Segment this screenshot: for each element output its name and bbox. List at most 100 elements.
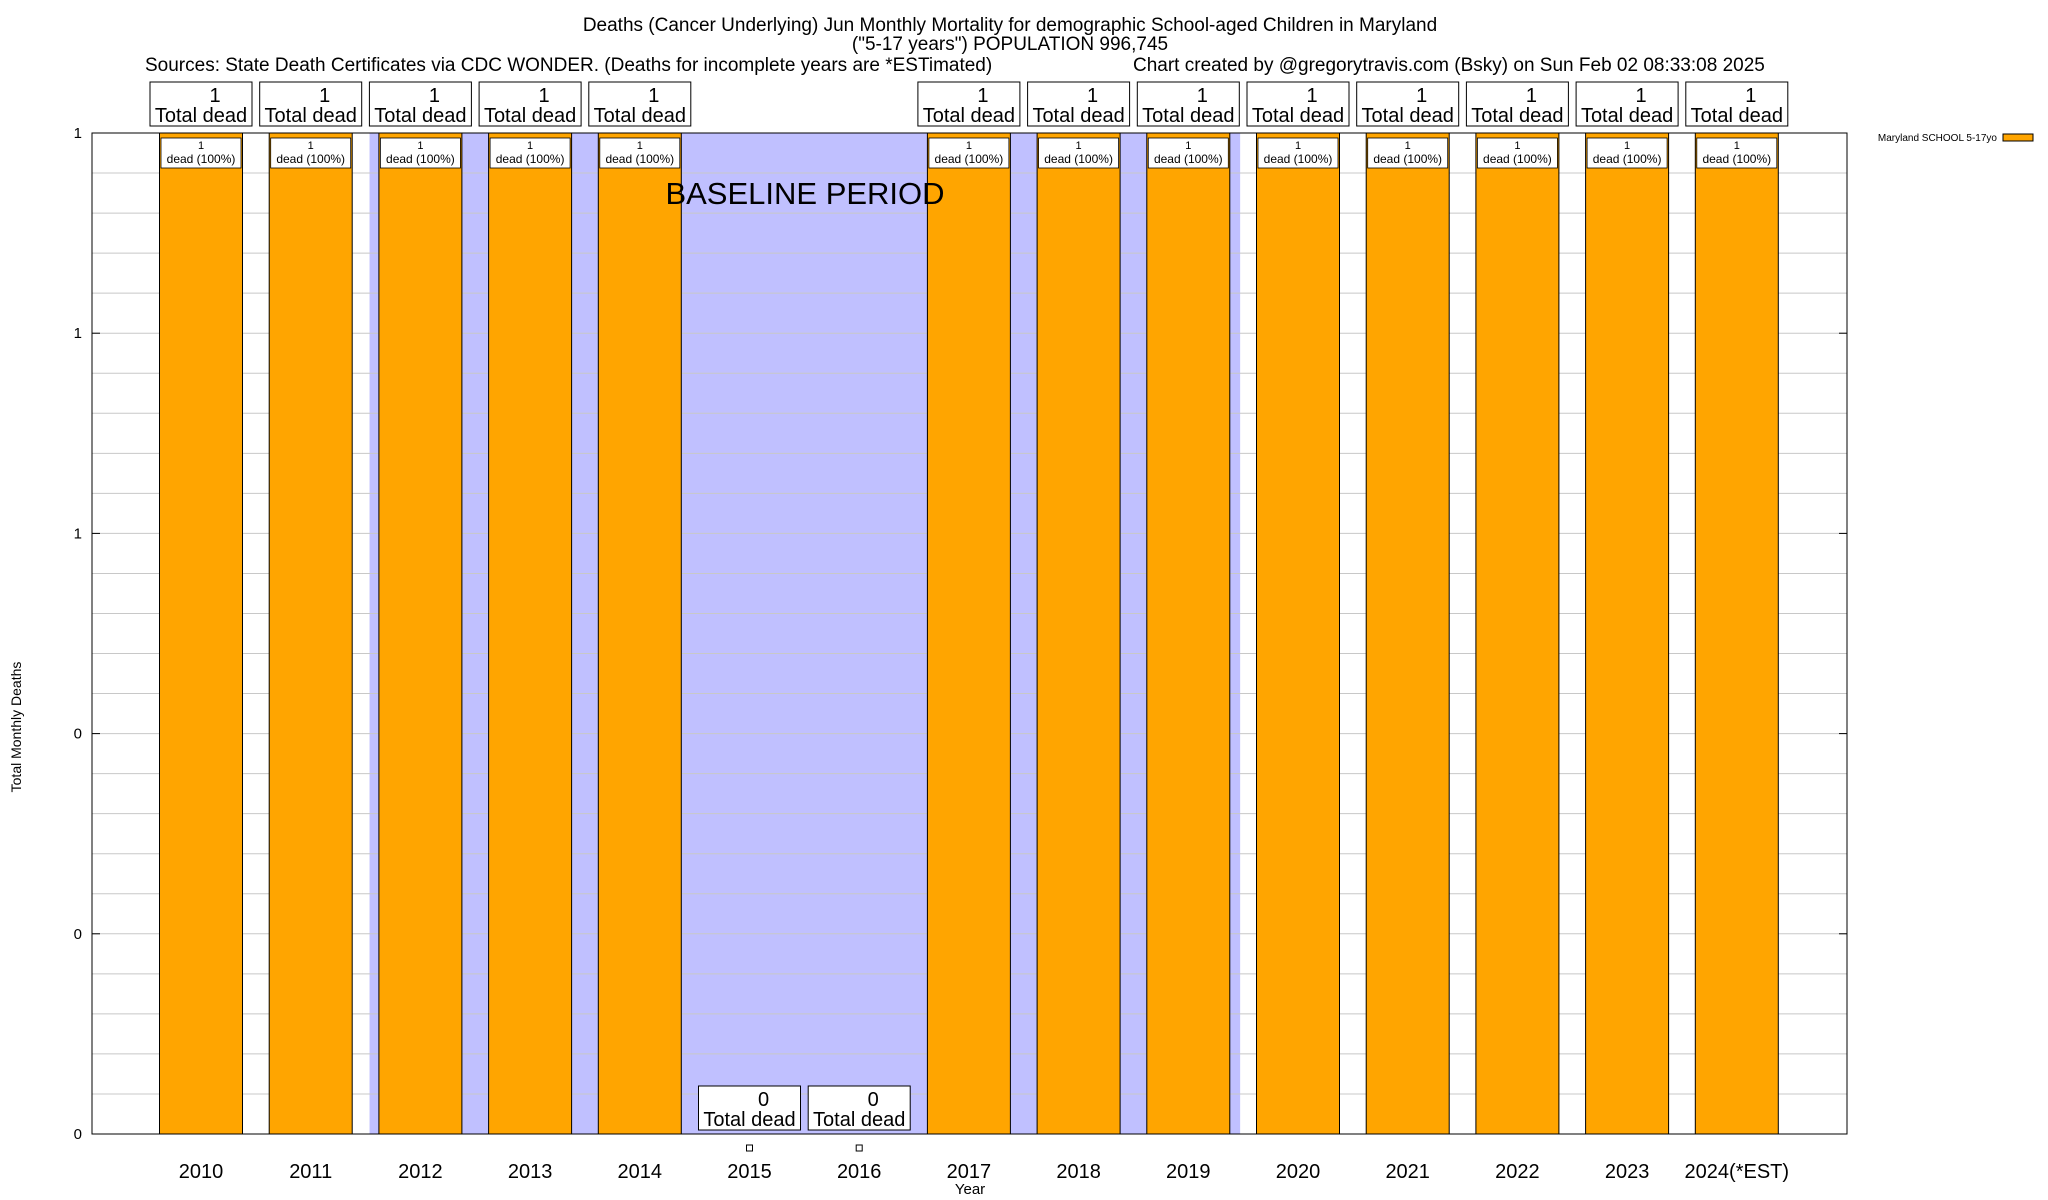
total-dead-box [1356,81,1460,127]
data-bar [1365,132,1450,1135]
x-tick-label: 2010 [179,1161,224,1183]
total-dead-label: Total dead [703,1109,795,1131]
bar-inner-percent: dead (100%) [605,152,674,166]
chart-sources: Sources: State Death Certificates via CD… [145,55,992,76]
data-bar [268,132,353,1135]
x-tick-label: 2011 [289,1161,332,1183]
data-bar [1256,132,1340,1135]
bar-inner-percent: dead (100%) [1044,152,1113,166]
y-tick-label: 1 [74,525,82,542]
bar-inner-count: 1 [1734,140,1740,152]
total-dead-value: 1 [539,85,550,107]
bar-inner-label-box [270,137,352,169]
y-tick-label: 1 [74,325,82,342]
data-bar [597,132,682,1135]
data-bar [1036,132,1121,1135]
total-dead-box [478,81,582,127]
bar-inner-label-box [160,137,242,169]
total-dead-box [917,81,1021,127]
x-tick-label: 2012 [398,1161,443,1183]
y-tick-label: 1 [74,125,82,142]
bar-inner-label-box [1038,137,1119,169]
x-axis-label: Year [955,1181,985,1198]
x-tick-label: 2018 [1056,1161,1101,1183]
data-bar [926,132,1011,1135]
total-dead-value: 1 [1526,85,1537,107]
total-dead-label: Total dead [813,1109,905,1131]
bar-inner-percent: dead (100%) [1702,152,1771,166]
total-dead-value: 1 [1306,85,1317,107]
total-dead-box [1685,81,1789,127]
bar-inner-label-box [1477,137,1558,169]
total-dead-label: Total dead [155,105,247,127]
total-dead-box [149,81,253,127]
bar-inner-count: 1 [1405,140,1411,152]
total-dead-box [1465,81,1569,127]
bar-inner-count: 1 [308,140,314,152]
bar-inner-label-box [1696,137,1778,169]
y-tick-label: 0 [74,726,82,743]
total-dead-value: 1 [1636,85,1647,107]
zero-marker [855,1144,863,1152]
total-dead-label: Total dead [1691,105,1783,127]
y-tick-label: 0 [74,1126,82,1143]
legend: Maryland SCHOOL 5-17yo [1878,133,2034,144]
bar-inner-label-box [489,137,571,169]
total-dead-value: 1 [1197,85,1208,107]
bar-inner-label-box [1257,137,1339,169]
x-tick-label: 2017 [947,1161,992,1183]
bar-inner-percent: dead (100%) [935,152,1004,166]
total-dead-label: Total dead [923,105,1015,127]
bar-inner-percent: dead (100%) [167,152,236,166]
total-dead-value: 1 [209,85,220,107]
zero-marker [746,1144,753,1152]
x-tick-label: 2024(*EST) [1685,1161,1790,1183]
x-tick-label: 2021 [1385,1161,1430,1183]
total-dead-label: Total dead [1142,105,1234,127]
total-dead-box [698,1085,801,1131]
y-axis-label: Total Monthly Deaths [8,662,24,793]
chart-title-line-2: ("5-17 years") POPULATION 996,745 [852,34,1168,55]
total-dead-value: 1 [1745,85,1756,107]
x-tick-label: 2013 [508,1161,553,1183]
total-dead-box [259,81,363,127]
bar-inner-percent: dead (100%) [276,152,345,166]
bar-inner-count: 1 [1624,140,1630,152]
total-dead-box [1246,81,1350,127]
bar-inner-label-box [1147,137,1229,169]
bar-inner-count: 1 [527,140,533,152]
legend-label: Maryland SCHOOL 5-17yo [1878,133,1998,144]
x-tick-label: 2023 [1605,1161,1650,1183]
total-dead-value: 1 [977,85,988,107]
bar-inner-count: 1 [1076,140,1082,152]
total-dead-label: Total dead [1032,105,1124,127]
baseline-label: BASELINE PERIOD [665,176,944,211]
bar-inner-percent: dead (100%) [1264,152,1333,166]
x-tick-label: 2022 [1495,1161,1540,1183]
total-dead-label: Total dead [374,105,466,127]
data-bar [1585,132,1670,1135]
total-dead-value: 1 [1416,85,1427,107]
total-dead-box [1136,81,1240,127]
total-dead-value: 1 [1087,85,1098,107]
bar-inner-percent: dead (100%) [1483,152,1552,166]
total-dead-box [588,81,692,127]
bar-inner-percent: dead (100%) [1593,152,1662,166]
bar-inner-count: 1 [1295,140,1301,152]
data-bar [159,132,243,1135]
total-dead-box [807,1085,911,1131]
bar-inner-label-box [1586,137,1668,169]
bar-inner-percent: dead (100%) [1154,152,1223,166]
bar-inner-label-box [599,137,681,169]
chart-credit: Chart created by @gregorytravis.com (Bsk… [1133,55,1765,76]
bar-inner-count: 1 [198,140,204,152]
total-dead-label: Total dead [594,105,686,127]
data-bar [1146,132,1231,1135]
total-dead-box [1575,81,1679,127]
total-dead-label: Total dead [1471,105,1563,127]
total-dead-value: 1 [319,85,330,107]
bar-inner-count: 1 [1185,140,1191,152]
total-dead-value: 0 [758,1089,769,1111]
total-dead-value: 1 [648,85,659,107]
